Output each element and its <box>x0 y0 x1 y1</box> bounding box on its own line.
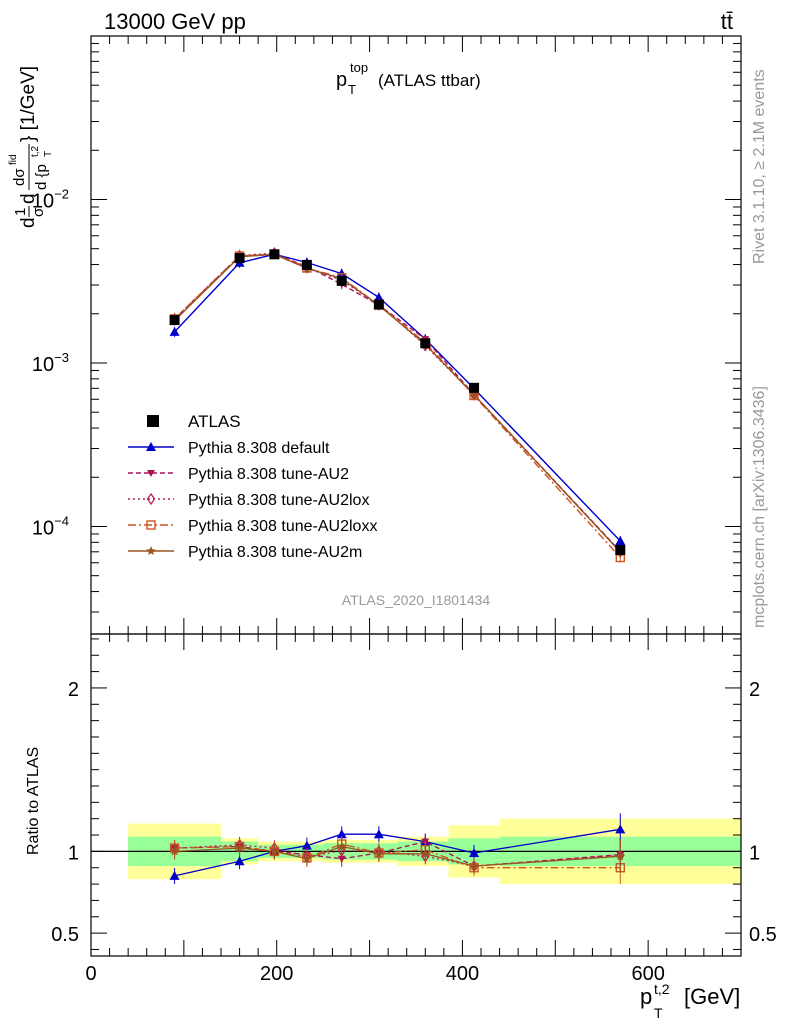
legend: ATLAS Pythia 8.308 default Pythia 8.308 tu… <box>128 412 377 561</box>
ratio-point-0 <box>169 870 180 880</box>
ratio-point-0 <box>234 856 245 866</box>
data-point <box>234 253 245 264</box>
ratio-point-4 <box>615 851 625 861</box>
series-point-0 <box>373 292 384 302</box>
series-point-0 <box>169 326 180 336</box>
mcplots-label: mcplots.cern.ch [arXiv:1306.3436] <box>751 386 768 628</box>
series-line-1 <box>174 253 621 552</box>
ratio-y-tick-label-right: 0.5 <box>749 924 777 946</box>
y-tick-label: 10−4 <box>32 513 69 539</box>
ratio-bands <box>91 818 741 885</box>
ylabel-frac1-num: 1 <box>12 208 29 216</box>
data-point <box>373 299 384 310</box>
main-series-group <box>169 246 626 563</box>
title-main: p <box>336 69 347 91</box>
series-point-4 <box>469 389 479 399</box>
ratio-frame <box>90 633 742 957</box>
ylabel-frac2-den-sub: T <box>43 151 54 157</box>
ratio-point-4 <box>269 846 280 856</box>
x-axis-label: p T t,2 [GeV] <box>640 981 740 1021</box>
xlabel-tail: [GeV] <box>684 984 740 1009</box>
legend-label-2: Pythia 8.308 tune-AU2lox <box>188 492 369 509</box>
title-tail: (ATLAS ttbar) <box>378 71 481 90</box>
ylabel-frac2-num-sup: fid <box>8 154 19 165</box>
data-point <box>615 545 626 556</box>
analysis-label: ATLAS_2020_I1801434 <box>342 592 491 608</box>
legend-marker-1 <box>147 470 155 477</box>
main-axis-ticks: 10−2 10−3 10−4 <box>32 35 742 634</box>
ratio-point-0 <box>615 824 626 834</box>
rivet-version-label: Rivet 3.1.10, ≥ 2.1M events <box>751 69 768 264</box>
y-tick-label: 10−3 <box>32 350 69 376</box>
ratio-y-tick-label-left: 2 <box>68 679 79 701</box>
legend-label-3: Pythia 8.308 tune-AU2loxx <box>188 518 377 535</box>
ratio-series-group <box>169 813 626 884</box>
legend-label-4: Pythia 8.308 tune-AU2m <box>188 544 362 561</box>
plot-title: p T top (ATLAS ttbar) <box>336 60 481 97</box>
ratio-point-0 <box>336 829 347 839</box>
data-point <box>469 382 480 393</box>
ylabel-d1: d <box>18 217 39 228</box>
data-point <box>301 259 312 270</box>
title-sub: T <box>348 82 356 97</box>
ratio-y-label: Ratio to ATLAS <box>25 747 42 855</box>
ylabel-frac2-den: d {p <box>33 164 50 190</box>
title-sup: top <box>350 60 368 75</box>
ylabel-frac1-den: σ <box>30 207 47 217</box>
legend-marker-2 <box>146 492 156 506</box>
legend-marker-3 <box>146 520 156 530</box>
main-panel: 10−2 10−3 10−4 <box>32 35 742 635</box>
series-point-0 <box>615 536 626 546</box>
legend-label-data: ATLAS <box>188 412 241 431</box>
ratio-point-4 <box>302 853 312 863</box>
ratio-point-4 <box>337 841 347 851</box>
xlabel-main: p <box>640 984 652 1009</box>
ratio-point-4 <box>374 848 384 858</box>
x-tick-label: 0 <box>85 963 96 985</box>
ratio-point-4 <box>169 846 180 856</box>
ratio-point-0 <box>469 848 480 858</box>
x-tick-label: 400 <box>446 963 479 985</box>
ylabel-tail: } [1/GeV] <box>18 66 39 142</box>
xlabel-sup: t,2 <box>654 981 670 997</box>
process-label: tt̄ <box>721 9 733 34</box>
ratio-y-tick-label-right: 1 <box>749 842 760 864</box>
x-tick-label: 600 <box>631 963 664 985</box>
ratio-y-tick-label-left: 0.5 <box>51 924 79 946</box>
ratio-y-tick-label-right: 2 <box>749 679 760 701</box>
ylabel-frac2-den-sup: t,2 <box>30 145 41 157</box>
data-point <box>269 249 280 260</box>
legend-label-1: Pythia 8.308 tune-AU2 <box>188 466 349 483</box>
legend-marker-4 <box>146 546 156 555</box>
data-point <box>169 315 180 326</box>
energy-label: 13000 GeV pp <box>104 9 246 34</box>
y-axis-label: d 1 σ d dσ fid d {p T t,2 } [1/GeV] <box>8 66 54 228</box>
legend-marker-data <box>147 415 159 427</box>
ratio-point-1 <box>337 855 346 863</box>
y-tick-label: 10−2 <box>32 186 69 212</box>
data-point <box>336 275 347 286</box>
legend-marker-0 <box>146 442 156 451</box>
ylabel-d2: d <box>18 193 39 204</box>
ratio-axis-ticks: 0.5 0.5 1 1 2 2 0 200 400 600 <box>51 634 777 985</box>
ratio-y-tick-label-left: 1 <box>68 842 79 864</box>
xlabel-sub: T <box>654 1005 663 1021</box>
series-line-3 <box>174 253 621 558</box>
ylabel-frac2-num: dσ <box>11 168 28 186</box>
legend-label-0: Pythia 8.308 default <box>188 440 330 457</box>
data-point <box>420 338 431 349</box>
ratio-panel: 0.5 0.5 1 1 2 2 0 200 400 600 <box>51 633 777 985</box>
ratio-point-0 <box>373 829 384 839</box>
ratio-point-4 <box>420 848 430 858</box>
ratio-point-0 <box>301 840 312 850</box>
ratio-line-2 <box>174 844 621 867</box>
x-tick-label: 200 <box>260 963 293 985</box>
ratio-point-4 <box>234 843 245 853</box>
ratio-point-4 <box>469 861 479 871</box>
